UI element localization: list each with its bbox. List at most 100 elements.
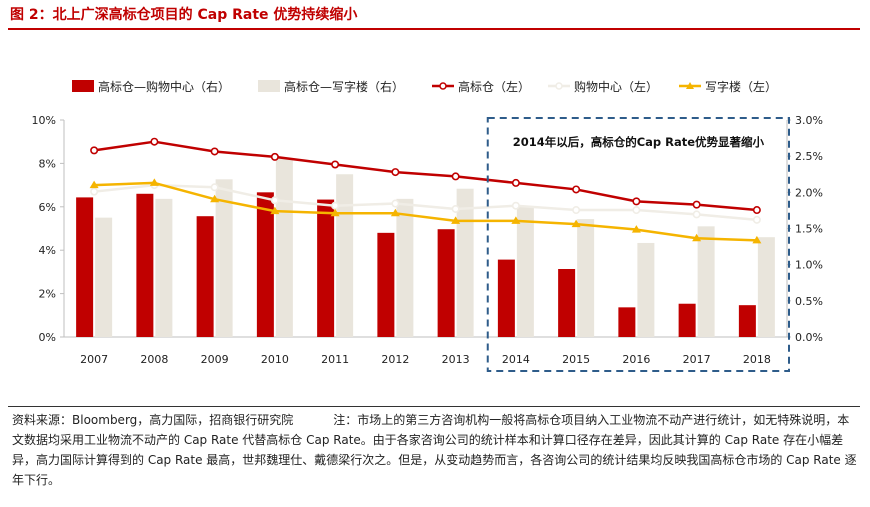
annotation-box <box>486 117 790 372</box>
annotation-text: 2014年以后，高标仓的Cap Rate优势显著缩小 <box>513 135 765 149</box>
bar-office <box>637 242 655 337</box>
x-tick-label: 2017 <box>683 353 711 366</box>
legend-label-1: 高标仓—写字楼（右） <box>284 79 404 94</box>
line-series-0 <box>93 140 757 212</box>
bar-office <box>275 158 293 337</box>
x-tick-label: 2008 <box>140 353 168 366</box>
line-point-1 <box>511 201 520 210</box>
bar-mall <box>558 269 576 337</box>
x-tick-label: 2013 <box>442 353 470 366</box>
y-left-tick-label: 0% <box>39 331 56 344</box>
bar-mall <box>678 303 696 337</box>
source-label: 资料来源：Bloomberg，高力国际，招商银行研究院 <box>12 413 294 427</box>
bar-mall <box>136 193 154 337</box>
bar-office <box>155 198 173 337</box>
x-tick-label: 2010 <box>261 353 289 366</box>
y-left-tick-label: 8% <box>39 157 56 170</box>
bar-mall <box>76 197 94 337</box>
line-point-2 <box>270 206 280 215</box>
y-left-tick-label: 4% <box>39 244 56 257</box>
line-point-2 <box>390 208 400 217</box>
bar-office <box>577 219 595 337</box>
source-note: 注：市场上的第三方咨询机构一般将高标仓项目纳入工业物流不动产进行统计，如无特殊说… <box>12 413 857 487</box>
x-tick-label: 2012 <box>381 353 409 366</box>
line-point-0 <box>270 152 279 161</box>
x-tick-label: 2011 <box>321 353 349 366</box>
legend-label-0: 高标仓—购物中心（右） <box>98 79 230 94</box>
line-point-0 <box>572 185 581 194</box>
bar-mall <box>738 305 756 337</box>
figure-title: 图 2：北上广深高标仓项目的 Cap Rate 优势持续缩小 <box>10 7 358 23</box>
bar-office <box>336 174 354 337</box>
y-left-tick-label: 2% <box>39 288 56 301</box>
y-left-tick-label: 10% <box>32 114 56 127</box>
line-point-1 <box>632 206 641 215</box>
y-left-tick-label: 6% <box>39 201 56 214</box>
line-point-0 <box>210 147 219 156</box>
line-point-2 <box>149 178 159 186</box>
line-point-0 <box>632 197 641 206</box>
legend-swatch-0 <box>72 80 94 92</box>
line-point-1 <box>692 210 701 219</box>
x-tick-label: 2018 <box>743 353 771 366</box>
y-right-tick-label: 2.0% <box>795 186 823 199</box>
line-point-2 <box>210 194 220 203</box>
line-point-0 <box>391 168 400 177</box>
bar-office <box>697 226 715 337</box>
y-right-tick-label: 0.5% <box>795 295 823 308</box>
y-right-tick-label: 3.0% <box>795 114 823 127</box>
bar-office <box>516 206 534 337</box>
line-point-0 <box>752 206 761 215</box>
y-right-tick-label: 0.0% <box>795 331 823 344</box>
y-right-tick-label: 2.5% <box>795 150 823 163</box>
x-tick-label: 2016 <box>622 353 650 366</box>
legend-label-2: 高标仓（左） <box>458 79 530 94</box>
legend-label-3: 购物中心（左） <box>574 79 658 94</box>
line-point-0 <box>451 172 460 181</box>
bar-mall <box>497 259 515 337</box>
legend-label-4: 写字楼（左） <box>705 79 777 94</box>
bar-office <box>396 198 414 337</box>
bar-mall <box>437 229 455 337</box>
bar-mall <box>377 232 395 337</box>
line-point-1 <box>90 187 99 196</box>
line-point-2 <box>330 208 340 217</box>
line-point-2 <box>631 225 641 233</box>
line-point-1 <box>210 183 219 192</box>
line-point-0 <box>331 160 340 169</box>
x-tick-label: 2007 <box>80 353 108 366</box>
line-series-1 <box>93 183 757 222</box>
x-tick-label: 2014 <box>502 353 530 366</box>
bar-office <box>757 237 775 337</box>
y-right-tick-label: 1.5% <box>795 223 823 236</box>
chart: 高标仓—购物中心（右） 高标仓—写字楼（右） 高标仓（左） 购物中心（左） 写字楼（左）… <box>32 79 823 372</box>
legend-marker-4 <box>686 82 694 89</box>
x-tick-label: 2015 <box>562 353 590 366</box>
line-point-2 <box>752 235 762 244</box>
bar-mall <box>317 199 335 337</box>
line-point-1 <box>391 199 400 208</box>
line-point-2 <box>89 180 99 189</box>
line-point-1 <box>451 204 460 213</box>
line-point-0 <box>511 178 520 187</box>
bar-office <box>456 188 474 337</box>
legend-swatch-1 <box>258 80 280 92</box>
line-point-1 <box>270 196 279 205</box>
source-rule <box>8 406 860 407</box>
line-point-1 <box>752 215 761 224</box>
legend-marker-2 <box>439 82 447 90</box>
bar-office <box>95 217 113 337</box>
line-point-2 <box>511 216 521 224</box>
bar-mall <box>256 192 274 337</box>
y-right-tick-label: 1.0% <box>795 259 823 272</box>
x-tick-label: 2009 <box>201 353 229 366</box>
source-block: 资料来源：Bloomberg，高力国际，招商银行研究院 注：市场上的第三方咨询机构… <box>12 410 858 490</box>
line-point-0 <box>150 137 159 146</box>
bar-mall <box>196 216 214 337</box>
title-rule <box>8 28 860 30</box>
line-point-2 <box>451 216 461 224</box>
line-point-0 <box>692 200 701 209</box>
line-point-2 <box>571 219 581 228</box>
line-point-1 <box>331 201 340 210</box>
line-point-2 <box>692 233 702 242</box>
